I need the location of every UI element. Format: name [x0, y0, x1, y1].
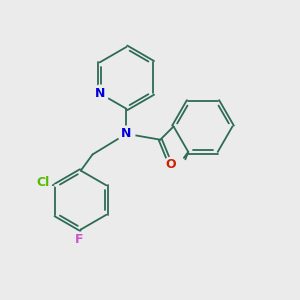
Text: Cl: Cl — [36, 176, 50, 189]
Text: N: N — [121, 127, 132, 140]
Text: F: F — [75, 233, 84, 246]
Text: N: N — [94, 87, 105, 100]
Text: O: O — [165, 158, 176, 171]
